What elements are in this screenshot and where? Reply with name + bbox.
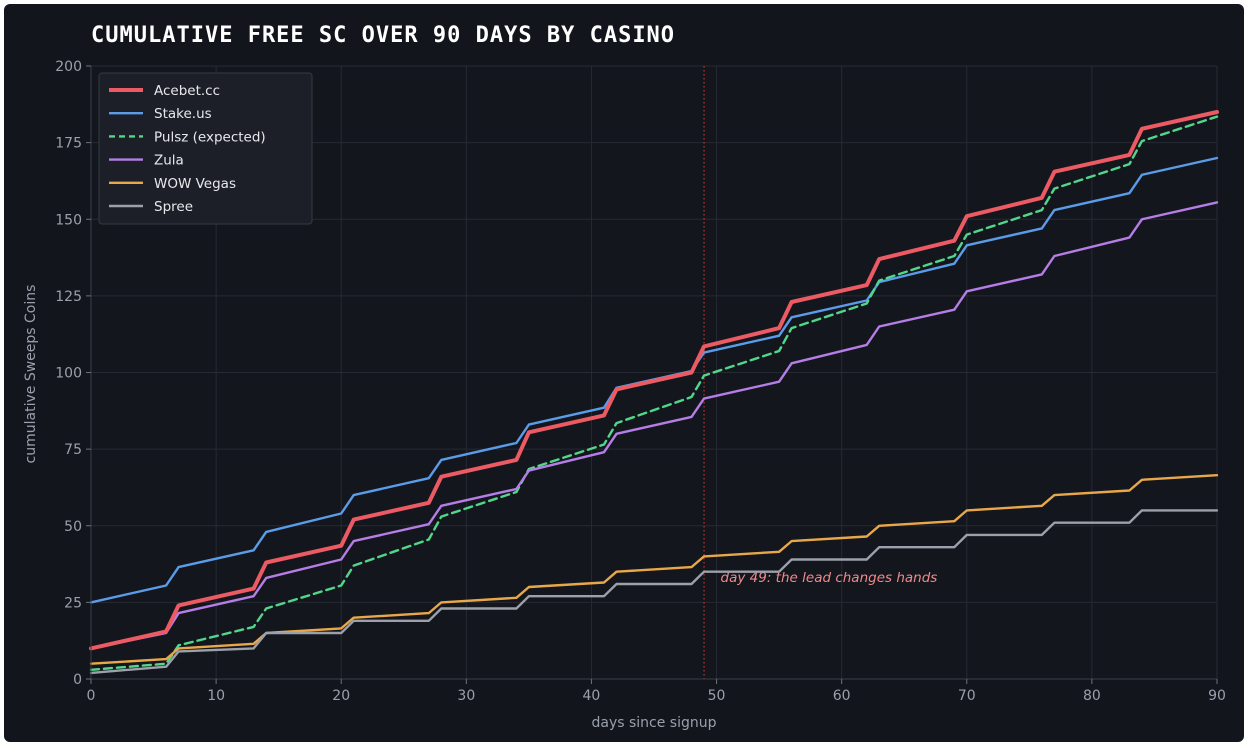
x-tick-label: 40 [583, 688, 601, 704]
y-tick-label: 150 [55, 212, 82, 228]
annotation-layer: day 49: the lead changes hands [703, 66, 938, 679]
x-tick-label: 30 [457, 688, 475, 704]
legend: Acebet.cc Stake.us Pulsz (expected) Zula WOW… [98, 72, 313, 225]
x-axis-label: days since signup [591, 715, 716, 731]
series-line-acebet-cc [89, 110, 1219, 651]
legend-label: Pulsz (expected) [154, 129, 266, 145]
x-tick-label: 20 [332, 688, 350, 704]
legend-label: Acebet.cc [154, 83, 220, 99]
x-tick-label: 60 [833, 688, 851, 704]
series-layer [89, 110, 1219, 675]
legend-label: WOW Vegas [154, 176, 236, 192]
x-tick-label: 90 [1208, 688, 1226, 704]
y-tick-label: 200 [55, 59, 82, 75]
y-tick-label: 125 [55, 289, 82, 305]
x-tick-label: 50 [708, 688, 726, 704]
x-tick-label: 80 [1083, 688, 1101, 704]
y-tick-label: 175 [55, 136, 82, 152]
series-line-pulsz-expected [89, 115, 1219, 671]
series-line-spree [89, 509, 1219, 675]
y-tick-label: 0 [73, 672, 82, 688]
y-axis-label: cumulative Sweeps Coins [23, 285, 39, 464]
chart-title: CUMULATIVE FREE SC OVER 90 DAYS BY CASIN… [91, 23, 675, 48]
axes-layer: 0 10 20 30 40 50 60 70 80 90 0 25 50 75 100 125 150 175 20… [55, 59, 1226, 704]
legend-label: Zula [154, 153, 184, 169]
x-tick-label: 10 [207, 688, 225, 704]
legend-label: Stake.us [154, 106, 212, 122]
legend-box [98, 72, 313, 225]
x-tick-label: 0 [87, 688, 96, 704]
chart-frame: CUMULATIVE FREE SC OVER 90 DAYS BY CASIN… [4, 4, 1244, 742]
series-line-zula [89, 201, 1219, 650]
annotation-text: day 49: the lead changes hands [721, 570, 938, 586]
y-tick-label: 50 [64, 519, 82, 535]
x-tick-label: 70 [958, 688, 976, 704]
y-tick-label: 100 [55, 366, 82, 382]
y-tick-label: 75 [64, 442, 82, 458]
y-tick-label: 25 [64, 595, 82, 611]
legend-label: Spree [154, 199, 193, 215]
chart-svg: CUMULATIVE FREE SC OVER 90 DAYS BY CASIN… [23, 23, 1226, 731]
